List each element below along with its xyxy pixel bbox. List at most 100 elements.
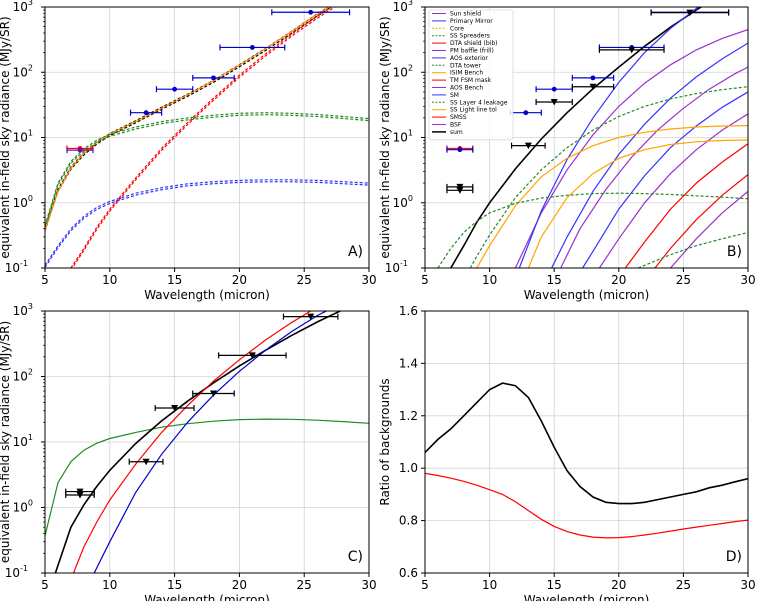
y-tick-label: 10-1 [5,259,28,275]
legend-item-ss-spreaders: SS Spreaders [450,33,490,40]
series-ss-spreaders [469,86,748,268]
panel-A: 5 10 15 20 25 30 10-1 100 101 102 103 Wavelength (m… [0,0,377,302]
legend-item-dta-shield-bib: DTA shield (bib) [450,40,497,47]
marker-dot [211,75,216,81]
data-point [509,109,542,116]
data-point [282,313,339,321]
panel-label: D) [726,549,742,565]
legend-item-isim-bench: ISIM Bench [450,70,483,77]
x-tick-label: 30 [740,578,755,592]
data-point [446,183,474,191]
data-point [192,390,235,398]
legend-item-sm: SM [450,92,459,99]
marker-triangle [76,492,84,499]
legend-item-smss: SMSS [450,114,467,121]
legend-item-aos-exterior: AOS exterior [450,55,488,62]
y-tick-label: 102 [13,63,33,79]
data-point [446,187,474,194]
x-tick-label: 20 [611,578,626,592]
x-tick-label: 10 [102,273,117,287]
marker-triangle [550,98,558,106]
x-axis-label: Wavelength (micron) [524,593,650,601]
y-tick-label: 101 [13,433,33,449]
series-ratio-red [425,472,748,539]
data-point [446,146,474,153]
legend-item-core: Core [450,25,464,32]
y-tick-label: 10-1 [5,564,28,580]
x-tick-label: 5 [41,273,49,287]
y-tick-label: 10-1 [385,259,408,275]
x-tick-label: 20 [232,273,247,287]
axes-frame [424,310,749,574]
x-tick-label: 25 [297,578,312,592]
series-tm-fsm-mask [654,174,748,268]
marker-triangle [142,458,150,466]
marker-triangle [456,183,464,191]
y-tick-label: 103 [393,0,413,14]
series-dta-shield-bib [624,143,748,268]
series-stray-light-pair [71,7,336,268]
series-zodiacal [45,112,369,226]
panel-label: C) [348,549,363,565]
y-tick-label: 1.2 [399,409,418,423]
marker-triangle [171,405,179,412]
y-tick-label: 100 [13,194,33,210]
y-axis-label: equivalent in-field sky radiance (MJy/SR… [0,321,12,563]
y-tick-label: 101 [13,129,33,145]
marker-dot [249,45,255,50]
series-zodiacal-pair [45,114,369,228]
legend-item-tm-fsm-mask: TM FSM mask [449,77,492,84]
panel-label: A) [348,244,363,260]
marker-dot [172,86,178,92]
legend-item-ss-layer-4-leakage: SS Layer 4 leakage [450,99,508,106]
marker-dot [308,9,314,15]
panel-C: 5 10 15 20 25 30 10-1 100 101 102 103 Wavelength (m… [0,302,377,601]
x-tick-label: 10 [482,273,497,287]
series-sm [582,91,748,268]
y-tick-label: 0.6 [399,566,418,580]
series-zodiacal [45,418,369,536]
x-axis-label: Wavelength (micron) [144,593,270,601]
legend-item-ss-light-line-tol: SS Light line tol [450,107,497,114]
legend-item-pm-baffle-frill: PM baffle (frill) [450,48,494,55]
series-model-red [72,311,312,573]
marker-dot [143,110,149,116]
x-axis-label: Wavelength (micron) [144,288,270,302]
marker-dot [551,86,557,92]
series-telescope-pair [45,181,369,268]
y-tick-label: 100 [13,499,33,515]
series-ss-layer-4-leakage [637,231,748,268]
series-stray-light [70,7,333,268]
series-total-alt [45,7,330,231]
marker-triangle [524,142,532,150]
x-tick-label: 15 [167,273,182,287]
series-ratio-black [425,382,748,505]
legend-item-sum: sum [450,129,463,136]
x-tick-label: 20 [232,578,247,592]
data-point [218,352,287,359]
legend-box [428,9,514,141]
data-point [154,405,195,412]
data-point [192,74,235,81]
series-sun-shield [514,29,748,268]
marker-triangle [686,9,694,17]
x-tick-label: 5 [421,273,429,287]
x-tick-label: 25 [676,578,691,592]
y-tick-label: 1.4 [399,356,418,370]
data-point [598,46,665,54]
series-primary-mirror [518,7,700,268]
legend-item-dta-tower: DTA tower [450,62,481,69]
series-model-blue [93,311,328,573]
marker-triangle [628,46,636,54]
data-point [571,83,615,91]
y-tick-label: 102 [13,368,33,384]
marker-triangle [589,83,597,91]
y-tick-label: 101 [393,129,413,145]
y-tick-label: 100 [393,194,413,210]
data-point [65,492,95,499]
series-ss-light-line-tol [527,139,748,268]
y-axis-label: Ratio of backgrounds [378,378,392,505]
data-point [219,44,286,51]
legend-item-sun-shield: Sun shield [450,11,481,18]
